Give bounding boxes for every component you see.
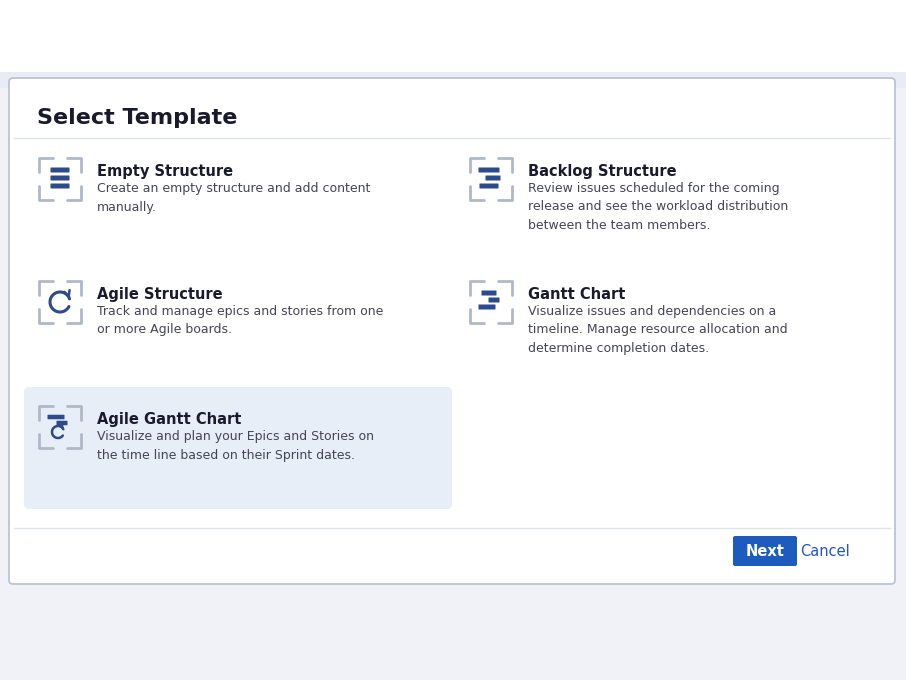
FancyBboxPatch shape — [56, 421, 68, 425]
FancyBboxPatch shape — [51, 167, 70, 173]
FancyBboxPatch shape — [9, 78, 895, 584]
Text: Agile Structure: Agile Structure — [97, 287, 223, 302]
FancyBboxPatch shape — [51, 184, 70, 188]
Bar — [0, 80, 906, 680]
Text: Track and manage epics and stories from one
or more Agile boards.: Track and manage epics and stories from … — [97, 305, 383, 337]
Text: Cancel: Cancel — [800, 543, 850, 558]
FancyBboxPatch shape — [478, 305, 496, 309]
FancyBboxPatch shape — [486, 175, 500, 180]
FancyBboxPatch shape — [24, 387, 452, 509]
FancyBboxPatch shape — [47, 415, 64, 420]
Text: Agile Gantt Chart: Agile Gantt Chart — [97, 412, 241, 427]
Text: Empty Structure: Empty Structure — [97, 164, 233, 179]
Text: Create an empty structure and add content
manually.: Create an empty structure and add conten… — [97, 182, 371, 214]
FancyBboxPatch shape — [488, 298, 499, 303]
Text: Select Template: Select Template — [37, 108, 237, 128]
FancyBboxPatch shape — [479, 184, 498, 188]
FancyBboxPatch shape — [481, 290, 496, 296]
Text: Gantt Chart: Gantt Chart — [528, 287, 625, 302]
FancyBboxPatch shape — [733, 536, 797, 566]
FancyBboxPatch shape — [51, 175, 70, 180]
Text: Review issues scheduled for the coming
release and see the workload distribution: Review issues scheduled for the coming r… — [528, 182, 788, 232]
Bar — [0, 0, 906, 80]
Bar — [0, 72, 906, 88]
Text: Visualize issues and dependencies on a
timeline. Manage resource allocation and
: Visualize issues and dependencies on a t… — [528, 305, 787, 355]
Text: Visualize and plan your Epics and Stories on
the time line based on their Sprint: Visualize and plan your Epics and Storie… — [97, 430, 374, 462]
Text: Backlog Structure: Backlog Structure — [528, 164, 677, 179]
Text: Next: Next — [746, 543, 785, 558]
FancyBboxPatch shape — [478, 167, 499, 173]
